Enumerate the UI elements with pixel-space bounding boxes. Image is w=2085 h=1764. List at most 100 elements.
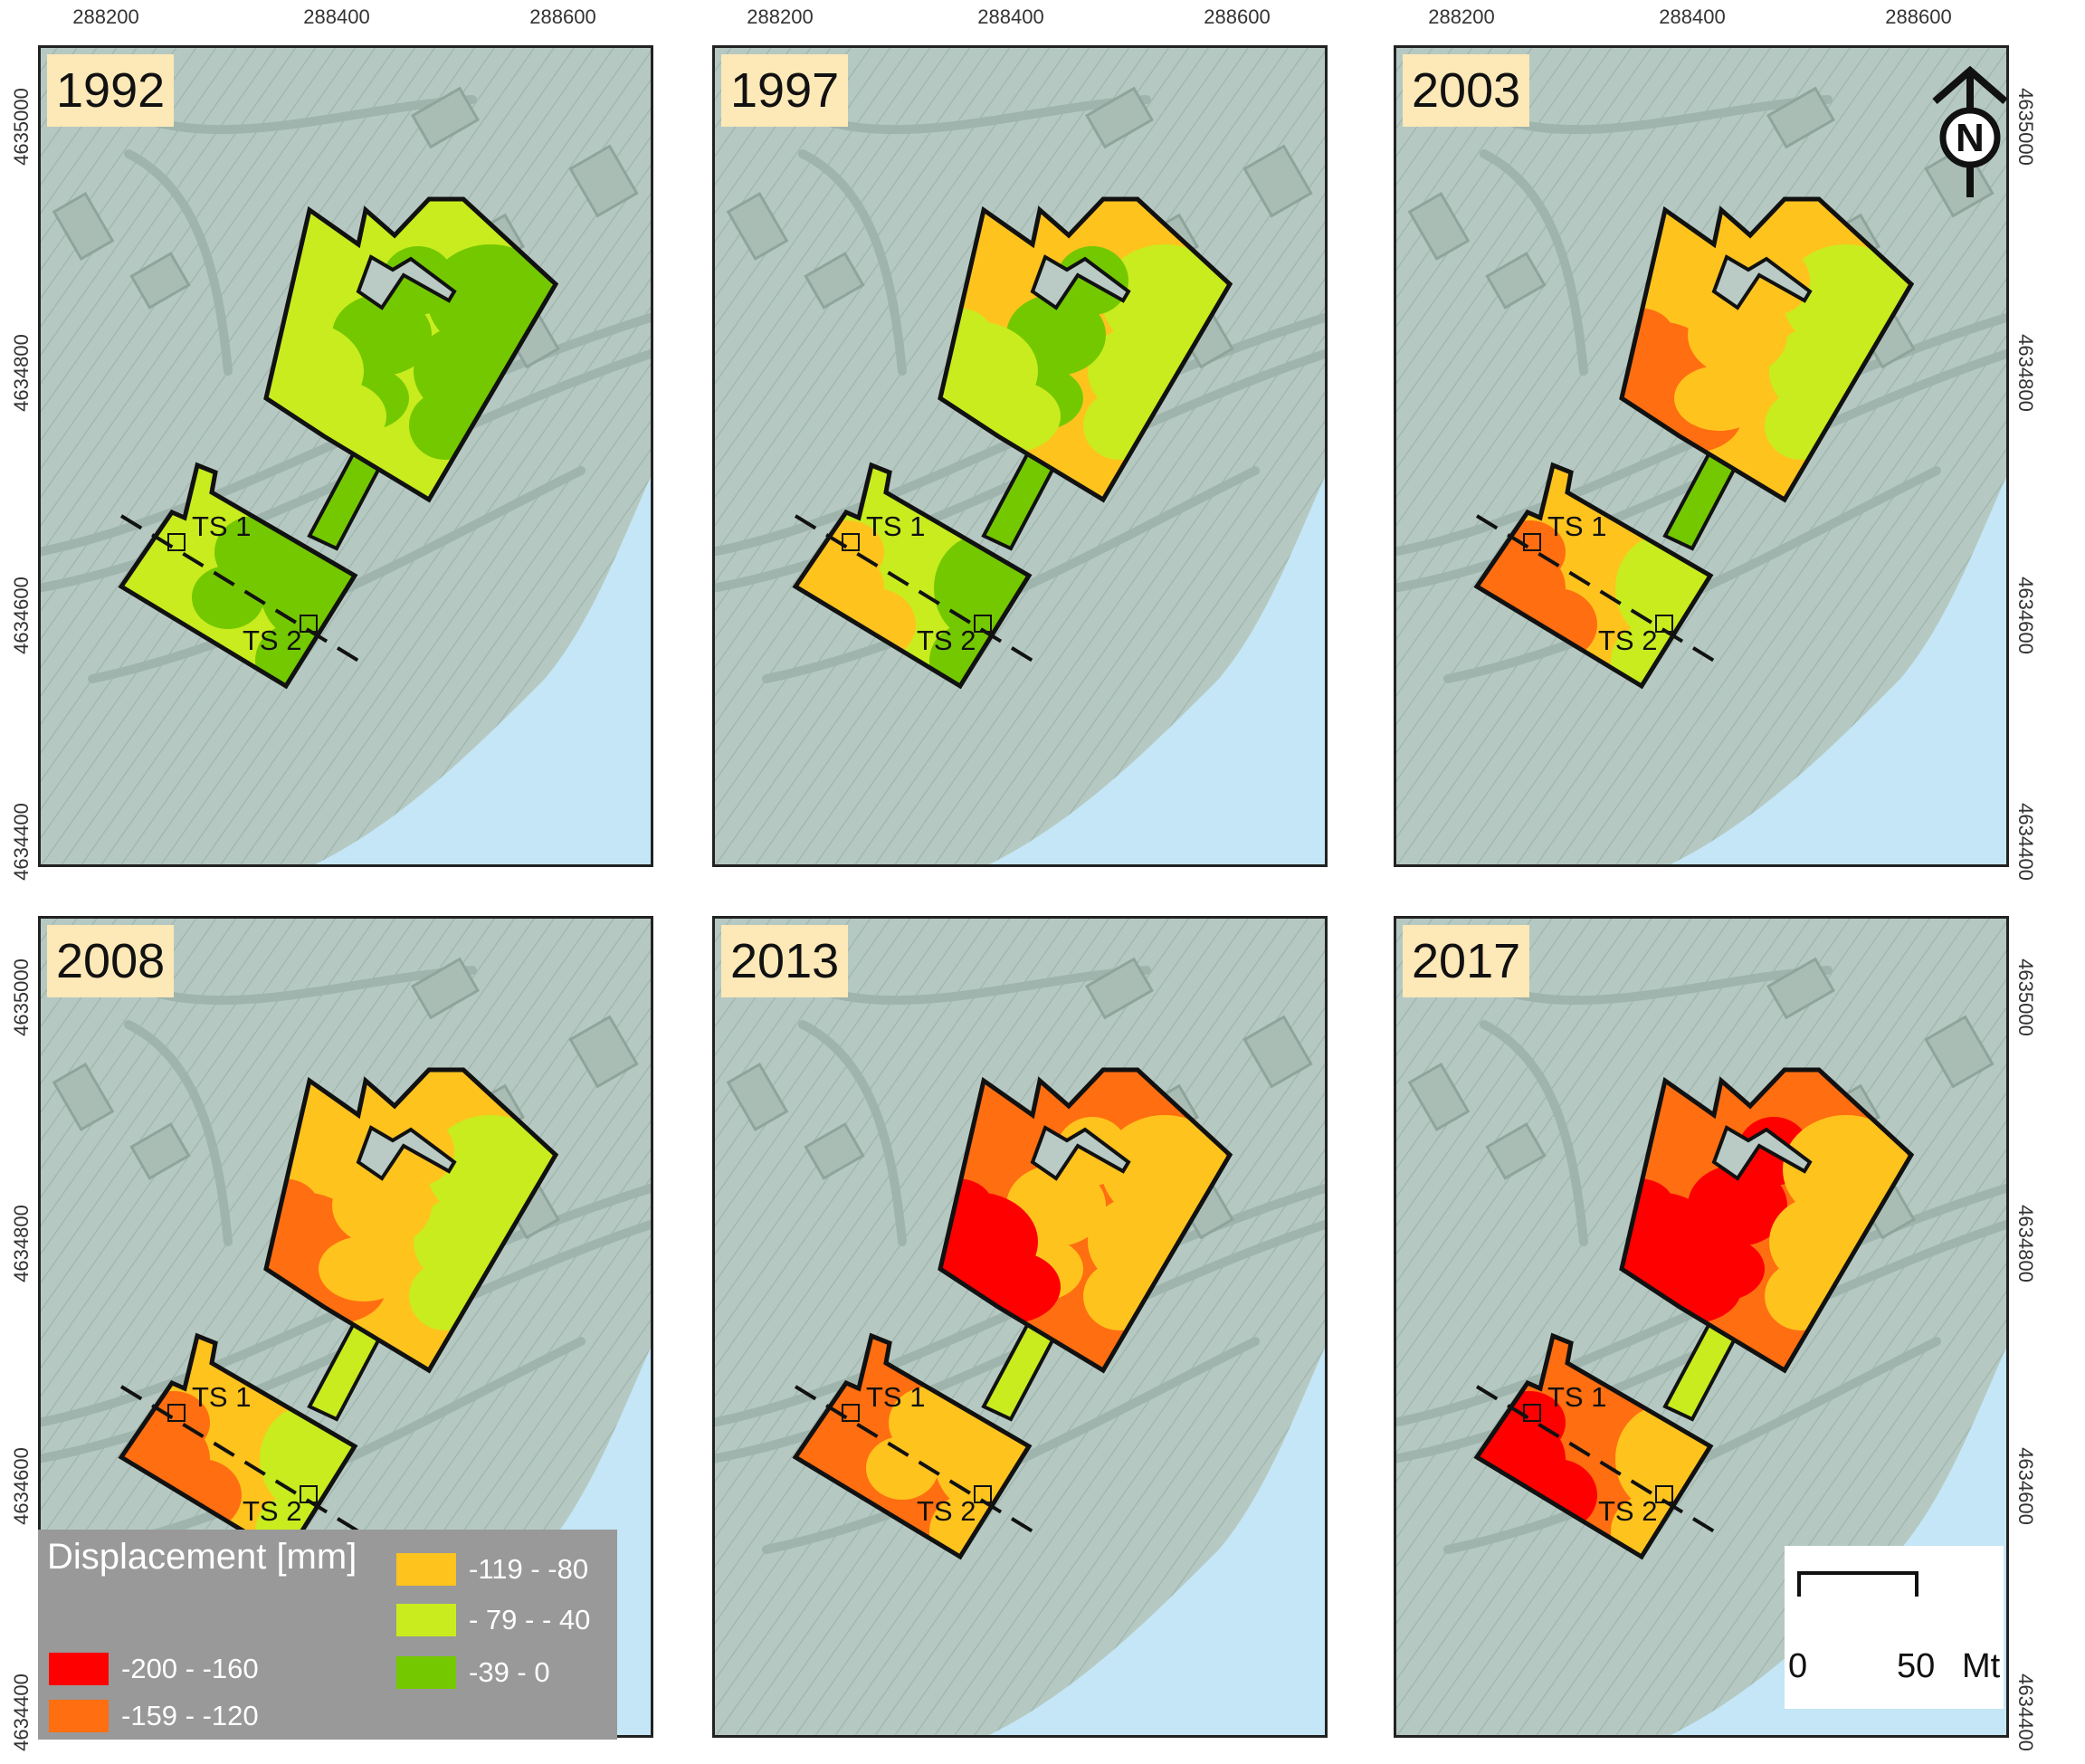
building-footprint (1924, 1015, 1995, 1089)
road-line (798, 149, 907, 376)
building-footprint (52, 1062, 115, 1132)
x-tick-label: 288200 (72, 5, 139, 28)
displacement-patch (1688, 1165, 1787, 1246)
panel-frame (712, 916, 1328, 1738)
ts2-marker (974, 615, 992, 633)
section-line (1475, 1385, 1725, 1539)
x-tick-label: 288600 (529, 5, 596, 28)
building-footprint (1766, 86, 1836, 149)
road-line (1480, 1020, 1588, 1246)
ts2-label: TS 2 (917, 625, 976, 656)
y-tick-label: 4635000 (2014, 958, 2037, 1036)
x-tick-label: 288400 (303, 5, 370, 28)
scale-unit: Mt (1962, 1647, 2001, 1685)
road-line (124, 1020, 233, 1246)
building-footprint (1485, 252, 1547, 310)
legend: Displacement [mm] -200 - -160 -159 - -12… (38, 1530, 617, 1740)
y-tick-label: 4634600 (10, 1447, 33, 1525)
y-tick-label: 4635000 (10, 958, 33, 1036)
panel-frame (712, 45, 1328, 867)
section-line (119, 1385, 369, 1539)
legend-label: - 79 - - 40 (469, 1604, 591, 1635)
ts1-marker (1523, 533, 1541, 551)
ts1-label: TS 1 (1547, 1381, 1607, 1413)
river-area (984, 471, 1328, 867)
year-label: 2003 (1403, 54, 1530, 127)
ts2-marker (300, 1485, 318, 1503)
building-footprint (804, 252, 865, 310)
building-footprint (726, 191, 789, 262)
ts1-label: TS 1 (1547, 510, 1607, 542)
building-footprint (1084, 957, 1155, 1020)
road-line (1480, 149, 1588, 376)
building-footprint (726, 1062, 789, 1132)
legend-label: -200 - -160 (121, 1653, 259, 1684)
legend-swatch (396, 1604, 456, 1636)
building-footprint (410, 957, 481, 1020)
ts2-label: TS 2 (1598, 1495, 1658, 1527)
north-arrow-icon: N (1920, 65, 2020, 205)
river-area (984, 1341, 1328, 1738)
building-footprint (1084, 86, 1155, 149)
ts2-label: TS 2 (1598, 625, 1658, 656)
legend-title: Displacement [mm] (47, 1537, 357, 1577)
building-footprint (1924, 144, 1995, 218)
building-footprint (129, 252, 191, 310)
river-area (309, 471, 653, 867)
displacement-patch (192, 566, 264, 629)
legend-item-4: - 79 - - 40 (396, 1604, 590, 1636)
map-canvas (712, 45, 1328, 867)
ts2-label: TS 2 (243, 625, 302, 656)
building-footprint (1485, 1122, 1547, 1180)
displacement-patch (332, 1165, 432, 1246)
road-line (798, 1020, 907, 1246)
displacement-patch (866, 1436, 938, 1500)
y-tick-label: 4634400 (10, 1673, 33, 1751)
map-panel-2008: 2008 TS 1 TS 2 4635000 4634800 4634600 4634400 (10, 916, 653, 1751)
panel-frame (38, 45, 653, 867)
road-line (124, 149, 233, 376)
year-label: 2017 (1403, 925, 1530, 997)
courtyard-void (356, 1125, 457, 1181)
map-canvas (1394, 916, 2009, 1738)
displacement-patch (1674, 366, 1765, 431)
panel-frame (1394, 916, 2009, 1738)
legend-item-5: -39 - 0 (396, 1656, 550, 1689)
ts1-label: TS 1 (192, 1381, 252, 1413)
y-tick-label: 4634400 (10, 803, 33, 881)
section-line (794, 514, 1043, 668)
legend-label: -159 - -120 (121, 1700, 259, 1731)
building-footprint (1407, 1062, 1471, 1132)
year-label: 2008 (47, 925, 175, 997)
ts1-marker (842, 1404, 860, 1422)
displacement-area-1 (1622, 1070, 1911, 1370)
legend-swatch (49, 1653, 109, 1685)
courtyard-void (1711, 1125, 1813, 1181)
y-tick-label: 4634800 (10, 334, 33, 412)
building-footprint (804, 1122, 865, 1180)
ts1-label: TS 1 (192, 510, 252, 542)
ts2-label: TS 2 (917, 1495, 976, 1527)
courtyard-void (356, 254, 457, 310)
x-tick-label: 288400 (977, 5, 1044, 28)
x-tick-label: 288600 (1204, 5, 1271, 28)
building-footprint (1766, 957, 1836, 1020)
y-tick-label: 4634800 (10, 1205, 33, 1282)
ts1-marker (842, 533, 860, 551)
scale-zero: 0 (1788, 1647, 1808, 1685)
x-tick-label: 288200 (1428, 5, 1495, 28)
legend-item-3: -119 - -80 (396, 1553, 588, 1586)
ts1-marker (1523, 1404, 1541, 1422)
building-footprint (52, 191, 115, 262)
y-tick-label: 4634600 (10, 577, 33, 654)
north-letter: N (1956, 116, 1985, 160)
legend-label: -119 - -80 (469, 1553, 589, 1585)
y-tick-label: 4634600 (2014, 577, 2037, 654)
building-footprint (1242, 1015, 1313, 1089)
displacement-patch (1688, 294, 1787, 376)
map-panel-2017: 2017 TS 1 TS 2 4635000 4634800 4634600 4634400 (1394, 916, 2037, 1751)
building-footprint (129, 1122, 191, 1180)
building-footprint (410, 86, 481, 149)
ts2-marker (300, 615, 318, 633)
ts2-marker (1655, 615, 1673, 633)
